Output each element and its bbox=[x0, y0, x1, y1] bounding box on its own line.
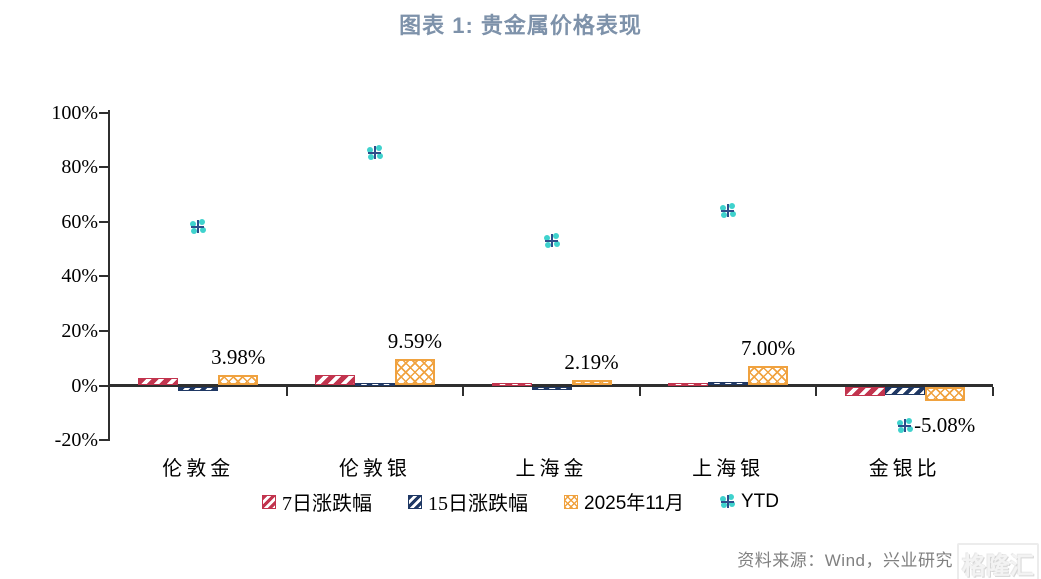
bar-series-1 bbox=[844, 387, 885, 396]
ytd-marker bbox=[896, 418, 913, 434]
legend-label: YTD bbox=[741, 490, 779, 512]
ytd-marker bbox=[366, 145, 383, 161]
clover-marker-icon bbox=[720, 494, 735, 509]
x-axis-tick bbox=[285, 386, 288, 396]
hatched-red-swatch-icon bbox=[262, 494, 276, 509]
hatched-navy-swatch-icon bbox=[408, 494, 422, 509]
legend-item-15d-change: 15日涨跌幅 bbox=[408, 487, 528, 516]
x-axis-tick bbox=[638, 386, 641, 396]
bar-series-1 bbox=[491, 383, 532, 386]
y-axis-label: 0% bbox=[71, 374, 98, 397]
x-axis-tick bbox=[462, 386, 465, 396]
ytd-marker bbox=[543, 232, 560, 249]
source-note: 资料来源：Wind，兴业研究 bbox=[737, 546, 953, 571]
y-axis-tick bbox=[99, 220, 108, 223]
legend-item-nov-2025: 2025年11月 bbox=[564, 488, 684, 515]
bar-series-3 bbox=[394, 359, 435, 386]
watermark: 格隆汇 bbox=[957, 543, 1039, 579]
y-axis-tick bbox=[99, 384, 108, 387]
x-axis-label: 金银比 bbox=[868, 458, 941, 480]
legend: 7日涨跌幅 15日涨跌幅 2025年11月 YTD bbox=[0, 487, 1041, 516]
legend-item-ytd: YTD bbox=[720, 491, 779, 513]
y-axis-label: -20% bbox=[54, 429, 98, 452]
bar-series-3 bbox=[571, 379, 612, 386]
bar-series-1 bbox=[138, 378, 179, 386]
y-axis-line bbox=[108, 110, 110, 441]
legend-item-7d-change: 7日涨跌幅 bbox=[262, 487, 372, 516]
y-axis-label: 40% bbox=[61, 265, 98, 288]
x-axis-label: 伦敦金 bbox=[162, 458, 235, 480]
data-label: -5.08% bbox=[914, 413, 976, 438]
data-label: 9.59% bbox=[387, 329, 443, 354]
bar-series-2 bbox=[354, 383, 395, 386]
legend-label: 2025年11月 bbox=[584, 493, 684, 514]
y-axis-tick bbox=[99, 439, 108, 442]
bar-series-2 bbox=[531, 387, 572, 391]
y-axis-tick bbox=[99, 111, 108, 114]
data-label: 7.00% bbox=[740, 336, 796, 361]
bar-series-1 bbox=[314, 375, 355, 386]
bar-series-3 bbox=[924, 387, 965, 401]
y-axis-label: 60% bbox=[61, 210, 98, 233]
bar-series-2 bbox=[708, 382, 749, 386]
x-axis-line bbox=[110, 384, 993, 387]
bar-series-2 bbox=[178, 387, 219, 392]
x-axis-label: 上海银 bbox=[692, 458, 765, 480]
crosshatch-orange-swatch-icon bbox=[564, 494, 578, 509]
y-axis-tick bbox=[99, 166, 108, 169]
y-axis-tick bbox=[99, 275, 108, 278]
y-axis-label: 80% bbox=[61, 156, 98, 179]
bar-series-3 bbox=[218, 374, 259, 386]
chart-title: 图表 1: 贵金属价格表现 bbox=[399, 13, 642, 38]
x-axis-label: 伦敦银 bbox=[338, 458, 411, 480]
bar-series-1 bbox=[668, 383, 709, 386]
source-text: 资料来源：Wind，兴业研究 bbox=[737, 551, 953, 570]
data-label: 3.98% bbox=[211, 344, 266, 369]
x-axis-label: 上海金 bbox=[515, 458, 588, 480]
x-axis-tick bbox=[815, 386, 818, 396]
y-axis-label: 20% bbox=[61, 319, 98, 342]
ytd-marker bbox=[720, 202, 737, 219]
bar-series-2 bbox=[884, 387, 925, 395]
y-axis-tick bbox=[99, 329, 108, 332]
ytd-marker bbox=[190, 219, 207, 235]
x-axis-tick bbox=[992, 386, 994, 396]
y-axis-label: 100% bbox=[51, 101, 98, 124]
legend-label: 7日涨跌幅 bbox=[282, 493, 372, 515]
bar-series-3 bbox=[748, 366, 789, 386]
data-label: 2.19% bbox=[564, 349, 619, 374]
legend-label: 15日涨跌幅 bbox=[428, 493, 528, 515]
